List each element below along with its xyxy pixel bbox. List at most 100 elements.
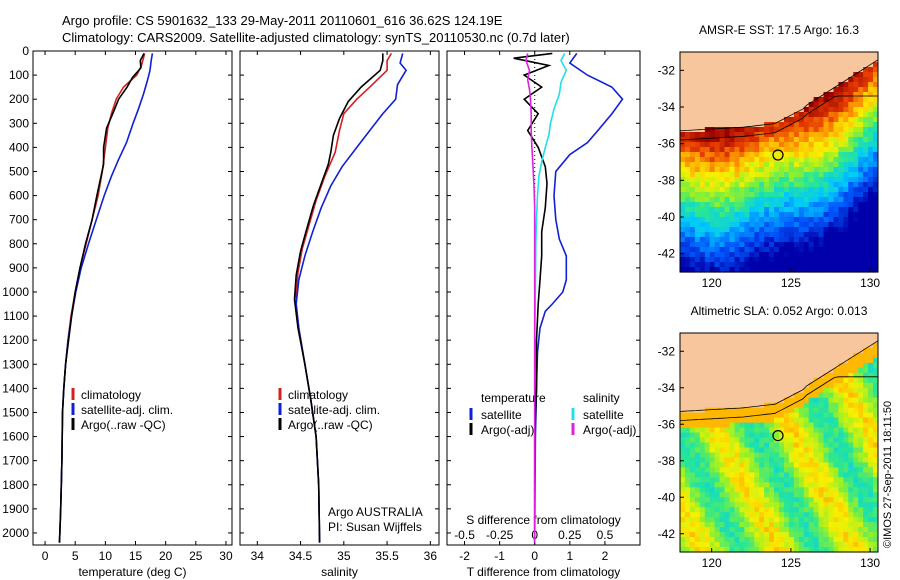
depth-tick-label: 1500: [2, 405, 29, 419]
sst-ocean-cell: [784, 247, 790, 253]
sst-ocean-cell: [818, 177, 825, 183]
sla-ocean-cell: [764, 412, 770, 419]
sla-ocean-cell: [764, 427, 770, 434]
sla-ocean-cell: [863, 487, 869, 493]
sla-ocean-cell: [838, 422, 844, 429]
sst-ocean-cell: [769, 262, 775, 268]
sla-ocean-cell: [704, 412, 711, 419]
sst-ocean-cell: [803, 227, 810, 233]
sst-ocean-cell: [833, 162, 839, 168]
figure-title-line-1: Argo profile: CS 5901632_133 29-May-2011…: [62, 13, 503, 28]
sst-ocean-cell: [744, 157, 750, 163]
sst-ocean-cell: [858, 82, 864, 88]
sla-ocean-cell: [784, 407, 790, 414]
sla-ocean-cell: [749, 437, 755, 444]
sst-ocean-cell: [793, 162, 800, 168]
sla-ocean-cell: [848, 432, 854, 439]
sst-ocean-cell: [694, 252, 701, 258]
sla-ocean-cell: [798, 432, 805, 439]
sdiff-tick-label: 0.5: [597, 528, 614, 542]
sst-ocean-cell: [858, 197, 864, 203]
sst-ocean-cell: [764, 147, 770, 153]
sst-ocean-cell: [858, 117, 864, 123]
sst-ocean-cell: [848, 152, 854, 158]
sla-ocean-cell: [784, 472, 790, 478]
sst-ocean-cell: [798, 182, 805, 188]
sla-ocean-cell: [828, 517, 834, 523]
sst-ocean-cell: [709, 222, 716, 228]
sst-ocean-cell: [764, 207, 770, 213]
sla-ocean-cell: [689, 427, 696, 434]
sla-ocean-cell: [798, 457, 805, 463]
sst-ocean-cell: [769, 162, 775, 168]
sst-ocean-cell: [863, 242, 869, 248]
sla-ocean-cell: [798, 467, 805, 473]
sla-ocean-cell: [689, 517, 696, 523]
sal-legend-label: climatology: [288, 388, 348, 402]
sla-ocean-cell: [793, 392, 800, 399]
sst-ocean-cell: [808, 267, 815, 273]
sla-ocean-cell: [868, 492, 874, 498]
sst-ocean-cell: [808, 232, 815, 238]
sla-ocean-cell: [709, 452, 716, 459]
sst-ocean-cell: [714, 172, 721, 178]
sst-ocean-cell: [680, 197, 686, 203]
sst-ocean-cell: [843, 102, 849, 108]
sal-xtick-label: 36: [424, 549, 438, 563]
sst-ocean-cell: [863, 212, 869, 218]
sla-ocean-cell: [813, 422, 820, 429]
sst-ocean-cell: [680, 237, 686, 243]
sst-ocean-cell: [734, 257, 740, 263]
sst-ocean-cell: [714, 187, 721, 193]
sst-ocean-cell: [843, 187, 849, 193]
sst-ocean-cell: [843, 257, 849, 263]
argo-annotation-line: Argo AUSTRALIA: [328, 505, 423, 519]
sst-ocean-cell: [833, 227, 839, 233]
sst-ocean-cell: [798, 122, 805, 128]
sst-ocean-cell: [709, 202, 716, 208]
sst-ocean-cell: [709, 162, 716, 168]
sst-ocean-cell: [853, 82, 859, 88]
sst-ocean-cell: [759, 202, 765, 208]
sst-ocean-cell: [714, 257, 721, 263]
sla-ocean-cell: [853, 497, 859, 503]
sla-ocean-cell: [803, 542, 810, 548]
sst-ocean-cell: [788, 192, 795, 198]
sla-ocean-cell: [853, 387, 859, 394]
sla-ocean-cell: [793, 452, 800, 459]
sla-ocean-cell: [848, 457, 854, 463]
sla-ocean-cell: [759, 487, 765, 493]
sla-ocean-cell: [798, 447, 805, 454]
sst-ocean-cell: [704, 262, 711, 268]
sst-ocean-cell: [853, 232, 859, 238]
sla-ocean-cell: [808, 467, 815, 473]
sla-ocean-cell: [704, 527, 711, 533]
diff-legend-label: Argo(-adj): [583, 423, 636, 437]
sla-ocean-cell: [863, 437, 869, 444]
sst-ocean-cell: [858, 247, 864, 253]
sst-ocean-cell: [685, 222, 691, 228]
sst-ocean-cell: [694, 217, 701, 223]
sla-ocean-cell: [858, 512, 864, 518]
sla-ocean-cell: [680, 432, 686, 439]
sst-ocean-cell: [709, 237, 716, 243]
sst-ocean-cell: [769, 237, 775, 243]
sst-ocean-cell: [838, 102, 844, 108]
diff-legend-label: satellite: [481, 408, 522, 422]
sla-ocean-cell: [689, 422, 696, 429]
sst-ocean-cell: [764, 152, 770, 158]
sla-ocean-cell: [848, 382, 854, 389]
sla-ocean-cell: [868, 522, 874, 528]
sla-ocean-cell: [818, 412, 825, 419]
sla-ocean-cell: [699, 482, 706, 488]
sst-ocean-cell: [774, 142, 780, 148]
sla-ocean-cell: [808, 382, 815, 389]
sla-ocean-cell: [823, 392, 829, 399]
sla-ocean-cell: [833, 452, 839, 459]
sla-ocean-cell: [868, 402, 874, 409]
sla-ocean-cell: [808, 432, 815, 439]
sla-ocean-cell: [704, 507, 711, 513]
sla-ocean-cell: [858, 537, 864, 543]
sla-ocean-cell: [838, 457, 844, 463]
sla-ocean-cell: [689, 497, 696, 503]
